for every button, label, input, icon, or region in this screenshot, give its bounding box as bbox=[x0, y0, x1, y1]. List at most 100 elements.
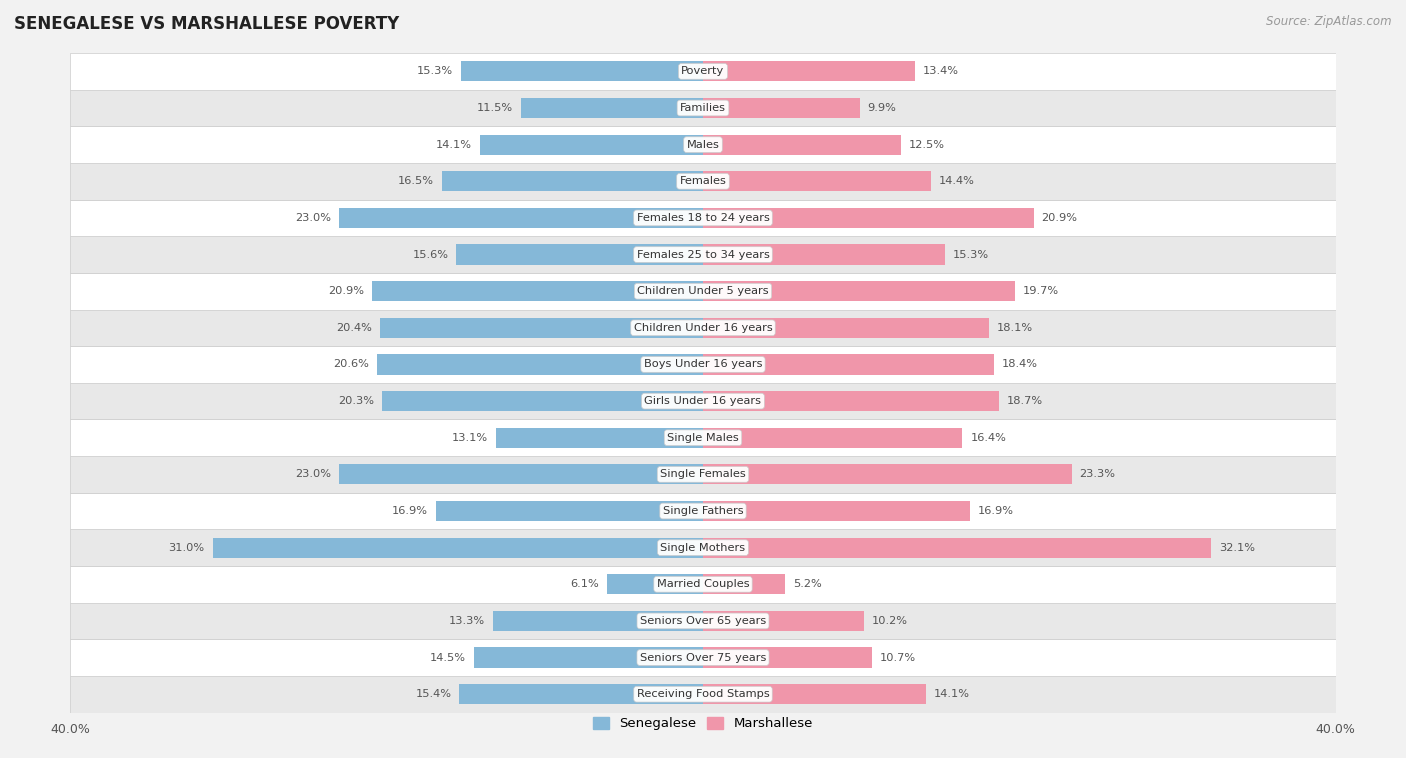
Text: 9.9%: 9.9% bbox=[868, 103, 897, 113]
Text: 14.4%: 14.4% bbox=[939, 177, 974, 186]
Text: 19.7%: 19.7% bbox=[1022, 287, 1059, 296]
Text: Married Couples: Married Couples bbox=[657, 579, 749, 589]
Text: Children Under 16 years: Children Under 16 years bbox=[634, 323, 772, 333]
Text: Single Mothers: Single Mothers bbox=[661, 543, 745, 553]
Bar bbox=[703, 171, 931, 191]
Bar bbox=[703, 98, 859, 118]
Bar bbox=[703, 428, 963, 448]
FancyBboxPatch shape bbox=[70, 419, 1336, 456]
FancyBboxPatch shape bbox=[70, 309, 1336, 346]
Text: Females 25 to 34 years: Females 25 to 34 years bbox=[637, 249, 769, 259]
Text: Females 18 to 24 years: Females 18 to 24 years bbox=[637, 213, 769, 223]
FancyBboxPatch shape bbox=[70, 383, 1336, 419]
Text: 11.5%: 11.5% bbox=[477, 103, 513, 113]
Text: Seniors Over 65 years: Seniors Over 65 years bbox=[640, 616, 766, 626]
Text: Receiving Food Stamps: Receiving Food Stamps bbox=[637, 689, 769, 699]
Text: 23.0%: 23.0% bbox=[295, 213, 332, 223]
Text: 13.3%: 13.3% bbox=[449, 616, 485, 626]
Bar bbox=[703, 208, 1033, 228]
Text: Families: Families bbox=[681, 103, 725, 113]
Bar bbox=[703, 245, 945, 265]
Text: Males: Males bbox=[686, 139, 720, 149]
Text: 20.9%: 20.9% bbox=[1042, 213, 1077, 223]
Bar bbox=[377, 355, 703, 374]
Bar bbox=[479, 135, 703, 155]
Text: 13.1%: 13.1% bbox=[451, 433, 488, 443]
FancyBboxPatch shape bbox=[70, 89, 1336, 127]
Text: 15.3%: 15.3% bbox=[953, 249, 988, 259]
FancyBboxPatch shape bbox=[70, 199, 1336, 236]
FancyBboxPatch shape bbox=[70, 566, 1336, 603]
FancyBboxPatch shape bbox=[70, 163, 1336, 199]
Text: Females: Females bbox=[679, 177, 727, 186]
Bar bbox=[496, 428, 703, 448]
Text: Poverty: Poverty bbox=[682, 67, 724, 77]
Bar bbox=[436, 501, 703, 521]
FancyBboxPatch shape bbox=[70, 529, 1336, 566]
FancyBboxPatch shape bbox=[70, 639, 1336, 676]
Text: 15.3%: 15.3% bbox=[418, 67, 453, 77]
Bar bbox=[703, 575, 785, 594]
Text: 12.5%: 12.5% bbox=[908, 139, 945, 149]
Text: 16.5%: 16.5% bbox=[398, 177, 434, 186]
Text: 18.4%: 18.4% bbox=[1002, 359, 1038, 369]
Text: 14.1%: 14.1% bbox=[436, 139, 472, 149]
Bar bbox=[703, 501, 970, 521]
Text: 32.1%: 32.1% bbox=[1219, 543, 1254, 553]
Text: 5.2%: 5.2% bbox=[793, 579, 823, 589]
Text: 20.4%: 20.4% bbox=[336, 323, 373, 333]
Bar bbox=[703, 465, 1071, 484]
Bar bbox=[703, 318, 990, 338]
Text: 16.4%: 16.4% bbox=[970, 433, 1007, 443]
FancyBboxPatch shape bbox=[70, 273, 1336, 309]
Text: 14.1%: 14.1% bbox=[934, 689, 970, 699]
Text: 10.7%: 10.7% bbox=[880, 653, 917, 662]
Text: SENEGALESE VS MARSHALLESE POVERTY: SENEGALESE VS MARSHALLESE POVERTY bbox=[14, 15, 399, 33]
Bar bbox=[703, 355, 994, 374]
Bar bbox=[460, 684, 703, 704]
Bar bbox=[339, 465, 703, 484]
Text: Seniors Over 75 years: Seniors Over 75 years bbox=[640, 653, 766, 662]
Text: 20.3%: 20.3% bbox=[337, 396, 374, 406]
Bar bbox=[703, 281, 1015, 301]
Text: 15.6%: 15.6% bbox=[412, 249, 449, 259]
Text: 23.0%: 23.0% bbox=[295, 469, 332, 479]
FancyBboxPatch shape bbox=[70, 236, 1336, 273]
FancyBboxPatch shape bbox=[70, 456, 1336, 493]
Text: 15.4%: 15.4% bbox=[416, 689, 451, 699]
Bar bbox=[703, 537, 1211, 558]
Text: Children Under 5 years: Children Under 5 years bbox=[637, 287, 769, 296]
Text: Single Females: Single Females bbox=[661, 469, 745, 479]
Text: 23.3%: 23.3% bbox=[1080, 469, 1115, 479]
Bar bbox=[212, 537, 703, 558]
Text: 10.2%: 10.2% bbox=[872, 616, 908, 626]
FancyBboxPatch shape bbox=[70, 493, 1336, 529]
Text: 16.9%: 16.9% bbox=[979, 506, 1014, 516]
FancyBboxPatch shape bbox=[70, 676, 1336, 713]
Bar bbox=[703, 61, 915, 81]
Bar bbox=[703, 391, 998, 411]
Bar bbox=[373, 281, 703, 301]
Text: 20.6%: 20.6% bbox=[333, 359, 370, 369]
Text: Single Males: Single Males bbox=[666, 433, 740, 443]
Text: 18.1%: 18.1% bbox=[997, 323, 1033, 333]
Text: 20.9%: 20.9% bbox=[329, 287, 364, 296]
FancyBboxPatch shape bbox=[70, 127, 1336, 163]
FancyBboxPatch shape bbox=[70, 53, 1336, 89]
FancyBboxPatch shape bbox=[70, 603, 1336, 639]
Bar bbox=[382, 391, 703, 411]
Text: 18.7%: 18.7% bbox=[1007, 396, 1043, 406]
Bar bbox=[461, 61, 703, 81]
Bar bbox=[339, 208, 703, 228]
Legend: Senegalese, Marshallese: Senegalese, Marshallese bbox=[588, 712, 818, 735]
Bar bbox=[703, 135, 901, 155]
Bar bbox=[474, 647, 703, 668]
Text: 13.4%: 13.4% bbox=[922, 67, 959, 77]
Bar bbox=[441, 171, 703, 191]
FancyBboxPatch shape bbox=[70, 346, 1336, 383]
Bar bbox=[606, 575, 703, 594]
Text: Single Fathers: Single Fathers bbox=[662, 506, 744, 516]
Bar bbox=[703, 684, 927, 704]
Bar bbox=[703, 647, 872, 668]
Text: 31.0%: 31.0% bbox=[169, 543, 205, 553]
